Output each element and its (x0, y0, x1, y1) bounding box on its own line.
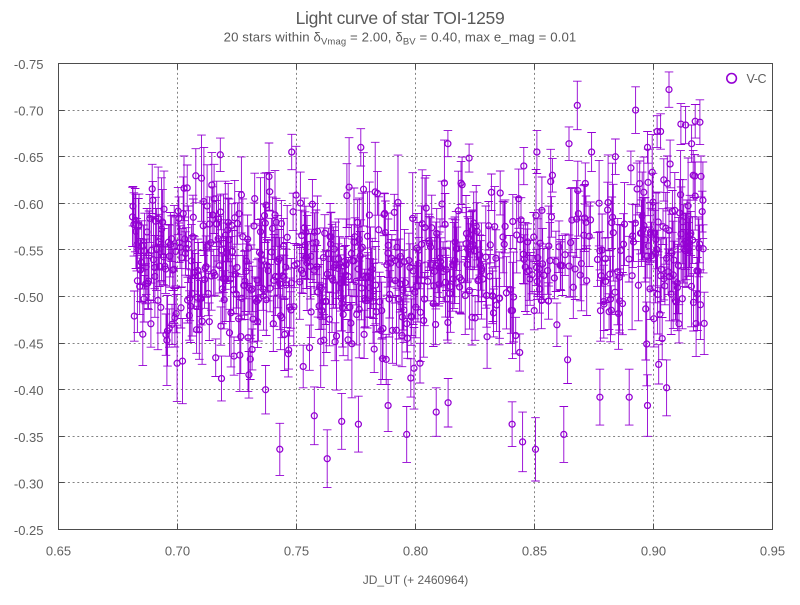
svg-text:-0.60: -0.60 (14, 197, 44, 212)
svg-text:-0.75: -0.75 (14, 57, 44, 72)
svg-text:Light curve of star TOI-1259: Light curve of star TOI-1259 (296, 8, 505, 28)
svg-text:-0.50: -0.50 (14, 290, 44, 305)
svg-text:-0.40: -0.40 (14, 383, 44, 398)
svg-text:-0.55: -0.55 (14, 243, 44, 258)
svg-text:-0.25: -0.25 (14, 523, 44, 538)
svg-text:V-C: V-C (747, 72, 767, 86)
svg-text:0.70: 0.70 (165, 544, 190, 559)
svg-text:-0.35: -0.35 (14, 430, 44, 445)
svg-text:0.75: 0.75 (284, 544, 309, 559)
svg-text:JD_UT (+ 2460964): JD_UT (+ 2460964) (363, 573, 469, 587)
svg-text:-0.45: -0.45 (14, 337, 44, 352)
svg-text:-0.70: -0.70 (14, 104, 44, 119)
svg-text:0.80: 0.80 (403, 544, 428, 559)
svg-text:-0.65: -0.65 (14, 150, 44, 165)
svg-text:0.65: 0.65 (46, 544, 71, 559)
svg-text:0.95: 0.95 (760, 544, 785, 559)
svg-text:-0.30: -0.30 (14, 476, 44, 491)
svg-text:0.85: 0.85 (522, 544, 547, 559)
svg-text:20 stars within δVmag = 2.00,: 20 stars within δVmag = 2.00, δBV = 0.40… (224, 30, 577, 48)
svg-text:0.90: 0.90 (641, 544, 666, 559)
